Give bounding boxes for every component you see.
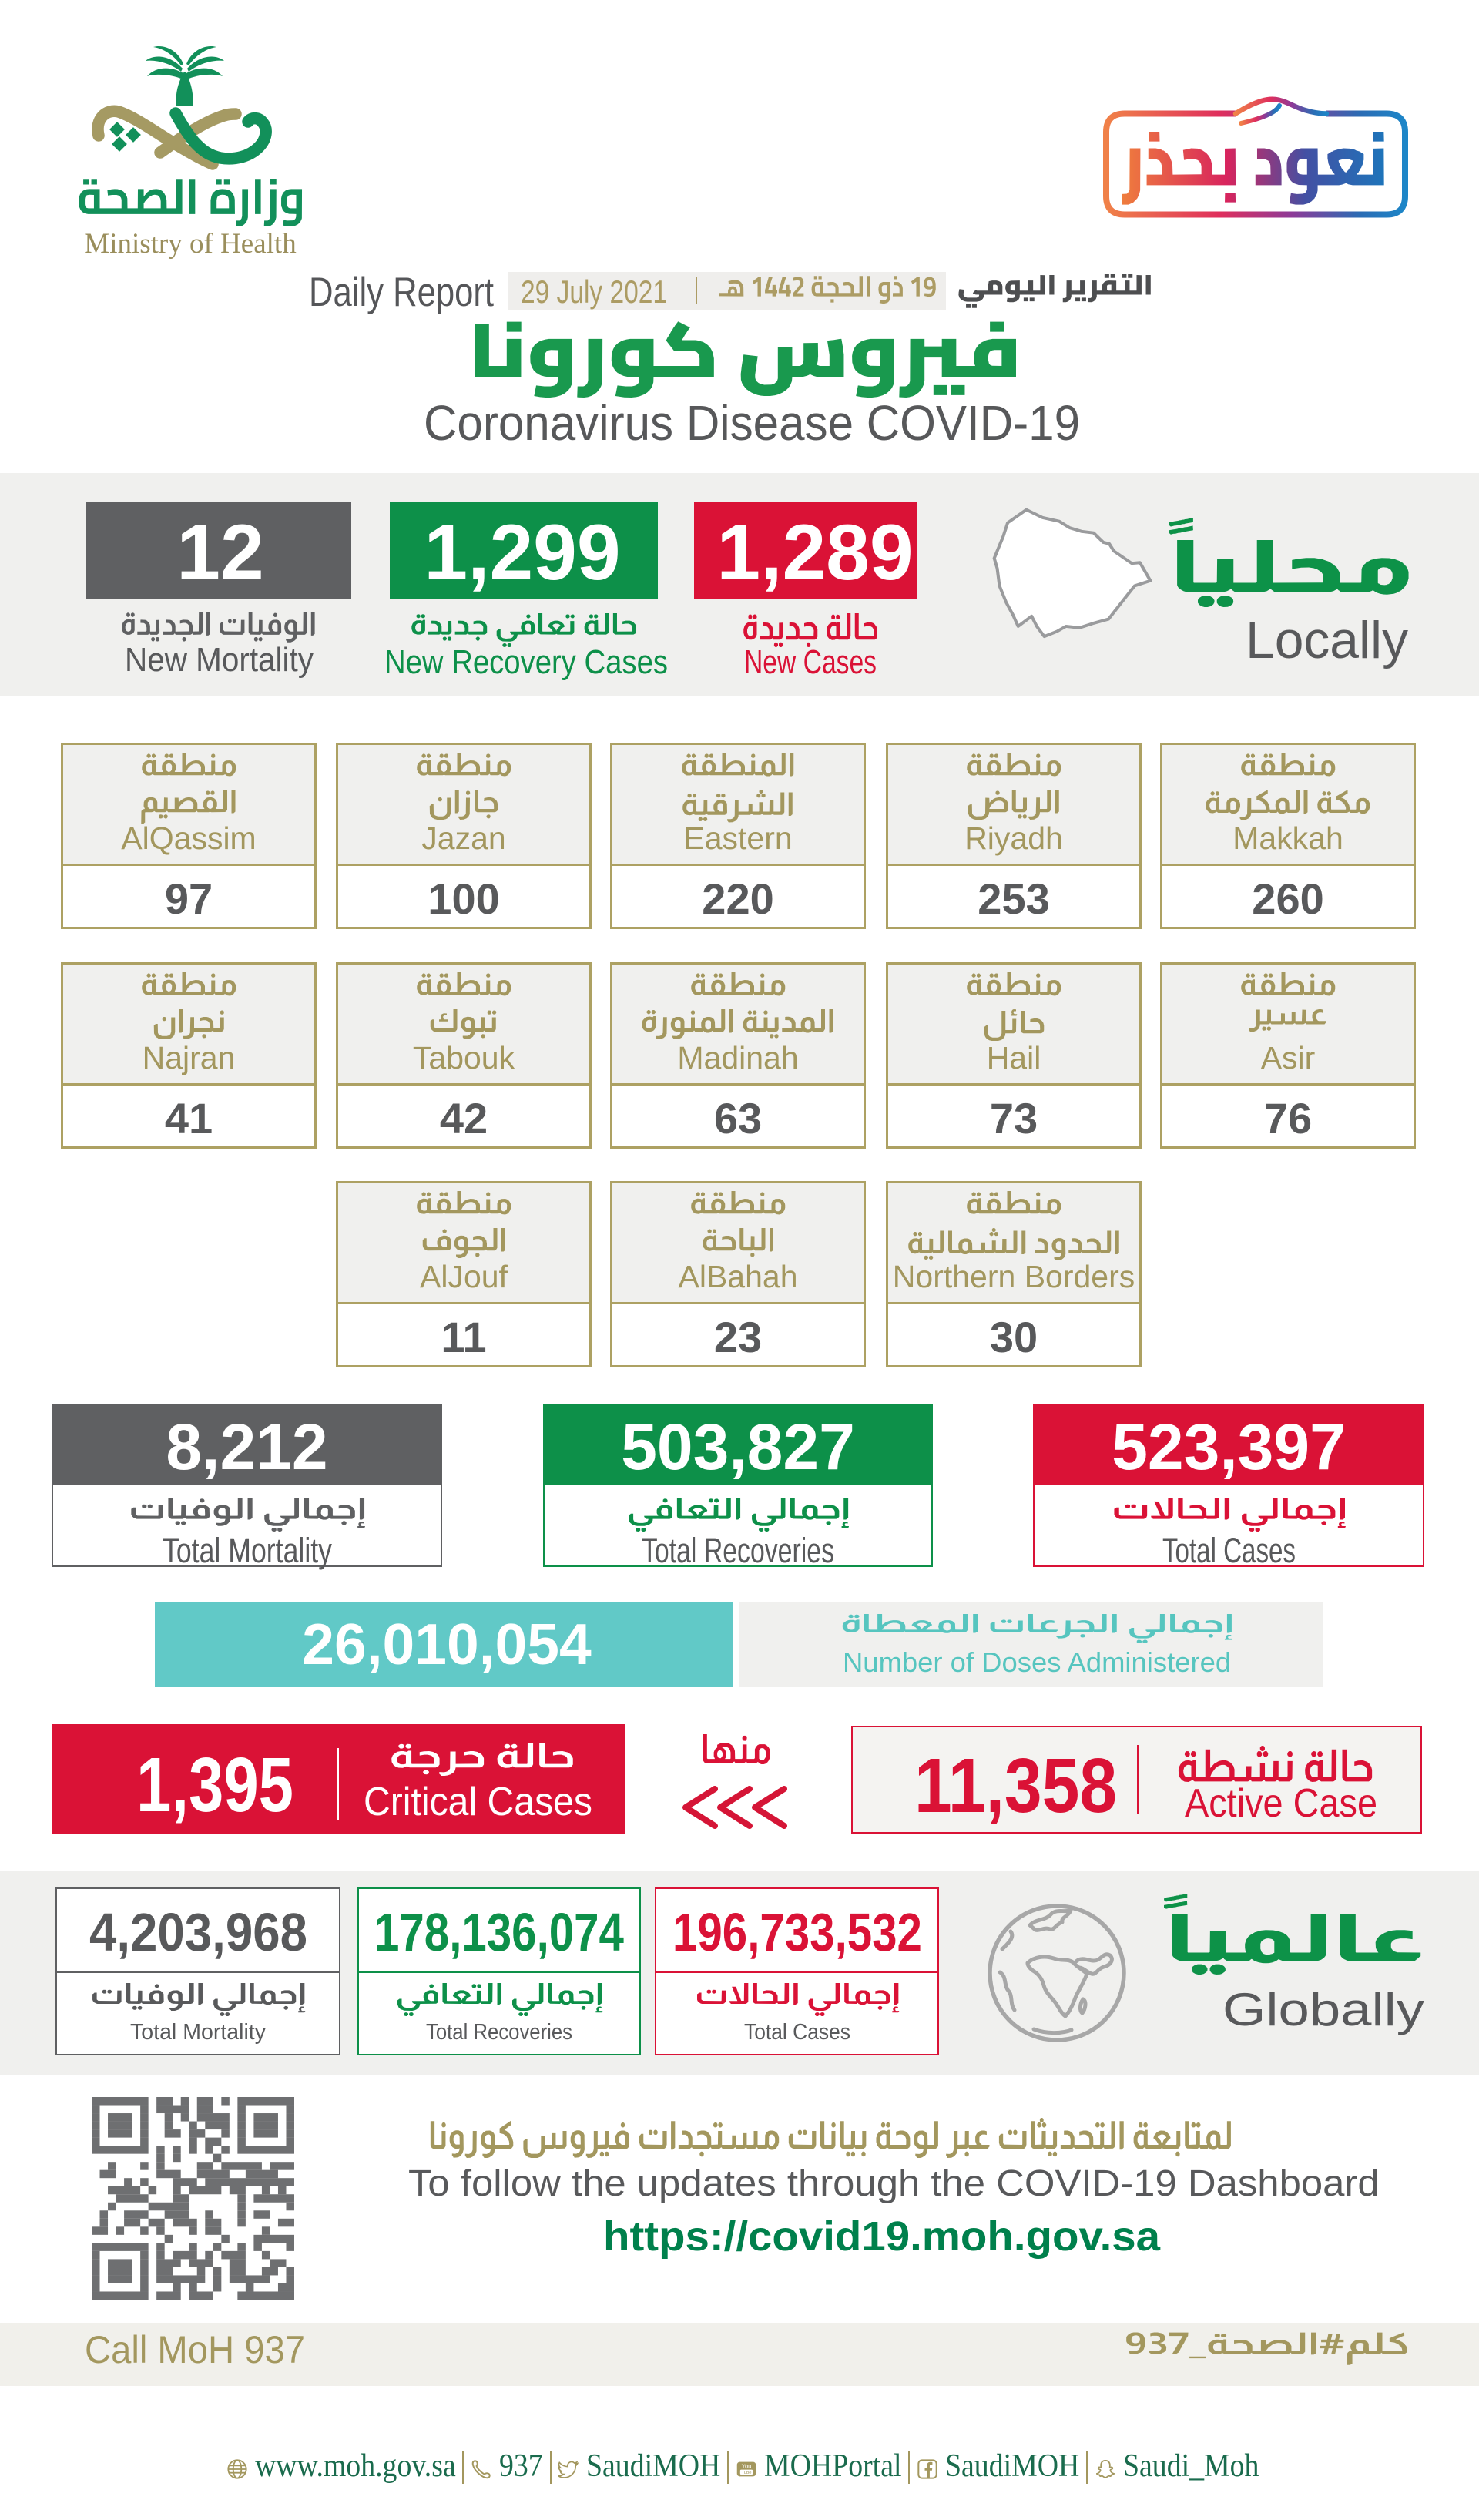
svg-text:You: You [742, 2462, 752, 2469]
svg-text:Tube: Tube [741, 2471, 751, 2475]
